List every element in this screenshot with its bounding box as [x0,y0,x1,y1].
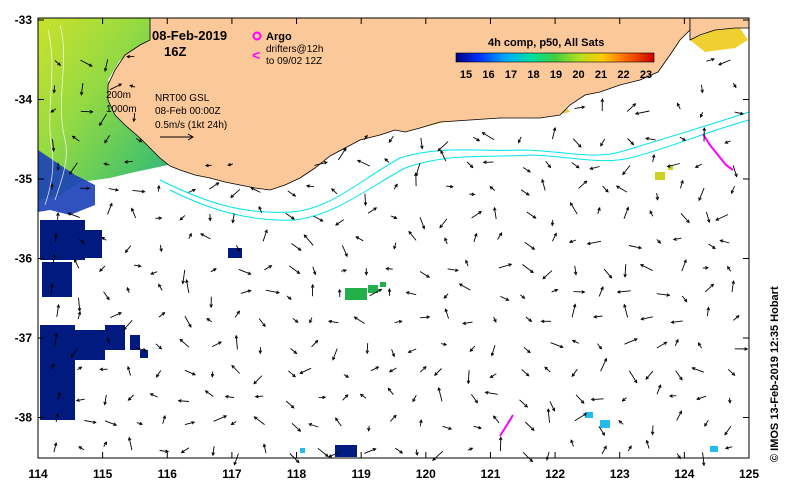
colorbar-tick-label: 15 [460,69,472,81]
x-tick-label: 123 [610,467,630,481]
y-tick-label: -34 [15,93,33,107]
x-tick-label: 122 [545,467,565,481]
x-tick-label: 118 [287,467,307,481]
isobath-200-label: 200m [106,90,131,101]
map-date-label: 08-Feb-2019 [152,28,227,43]
x-tick-label: 116 [158,467,178,481]
x-tick-label: 115 [93,467,113,481]
map-hour-label: 16Z [164,44,186,59]
colorbar-tick-label: 23 [640,69,652,81]
colorbar-title: 4h comp, p50, All Sats [488,37,604,49]
drifter-legend-icon: < [252,47,260,63]
colorbar-tick-label: 21 [595,69,607,81]
y-tick-label: -35 [15,172,33,186]
colorbar-tick-label: 19 [550,69,562,81]
colorbar-tick-label: 22 [617,69,629,81]
colorbar-tick-label: 20 [572,69,584,81]
x-tick-label: 114 [28,467,48,481]
isobath-1000-label: 1000m [106,104,137,115]
colorbar-tick-label: 18 [527,69,539,81]
colorbar [456,53,654,62]
x-tick-label: 125 [739,467,759,481]
x-tick-label: 120 [416,467,436,481]
drifter-legend-line1: drifters@12h [266,44,323,55]
scale-label: 0.5m/s (1kt 24h) [155,120,227,131]
product-line1: NRT00 GSL [155,93,210,104]
credit-label: © IMOS 13-Feb-2019 12:35 Hobart [769,286,781,462]
drifter-legend-line2: to 09/02 12Z [266,56,322,67]
argo-legend-label: Argo [266,31,292,43]
x-tick-label: 124 [674,467,694,481]
x-tick-label: 117 [222,467,242,481]
x-tick-label: 119 [352,467,372,481]
y-tick-label: -36 [15,252,33,266]
x-tick-label: 121 [480,467,500,481]
colorbar-tick-label: 16 [482,69,494,81]
colorbar-tick-label: 17 [505,69,517,81]
colorbar-tick-labels: 15 16 17 18 19 20 21 22 23 [460,69,652,81]
product-line2: 08-Feb 00:00Z [155,106,221,117]
y-tick-label: -38 [15,411,33,425]
y-tick-label: -33 [15,13,33,27]
y-tick-label: -37 [15,331,33,345]
